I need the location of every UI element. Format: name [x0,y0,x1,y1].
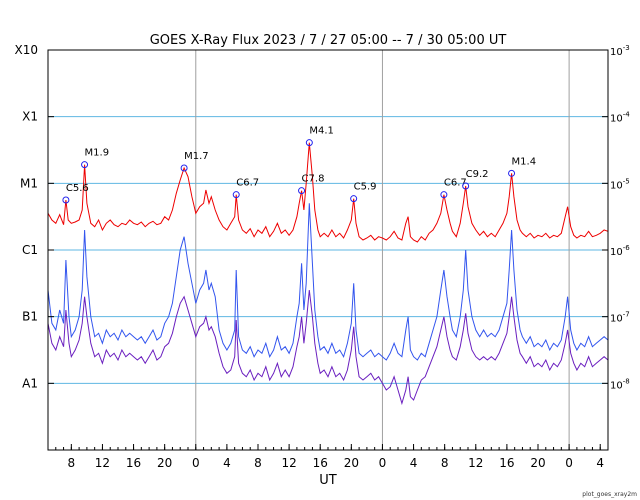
series-line [47,142,609,243]
y-tick-label-right: 10-4 [610,111,630,125]
flare-label: C5.6 [66,183,89,194]
flare-marker [305,139,313,147]
y-axis-left: A1 B1 C1 M1 X1 X10 [15,43,54,390]
y-tick-label-left: X1 [22,110,38,124]
flare-marker [180,164,188,172]
x-tick-label: 4 [410,456,418,470]
gridlines [48,50,608,450]
y-tick-label-right: 10-6 [610,244,630,258]
x-tick-label: 8 [441,456,449,470]
x-tick-label: 8 [254,456,262,470]
series-line [47,289,609,406]
x-tick-label: 12 [468,456,483,470]
flare-label: C6.7 [236,178,259,189]
footer-label: plot_goes_xray2m [582,491,637,498]
y-tick-label-left: C1 [22,243,38,257]
x-tick-label: 12 [95,456,110,470]
flare-marker [62,196,70,204]
flare-marker [232,191,240,199]
y-tick-label-left: M1 [20,176,38,190]
flare-label: M1.7 [184,151,209,162]
x-axis-label: UT [319,473,337,488]
flare-label: C7.8 [302,174,325,185]
y-axis-right: 10-8 10-7 10-6 10-5 10-4 10-3 [602,44,630,391]
x-tick-label: 8 [68,456,76,470]
flare-marker [508,169,516,177]
y-tick-label-left: X10 [15,43,39,57]
x-tick-label: 16 [499,456,514,470]
flare-label: C6.7 [444,178,467,189]
y-tick-label-right: 10-5 [610,177,630,191]
x-tick-label: 16 [313,456,328,470]
flare-marker [462,182,470,190]
x-tick-label: 20 [530,456,545,470]
chart-title: GOES X-Ray Flux 2023 / 7 / 27 05:00 -- 7… [150,33,507,48]
flare-label: C9.2 [466,169,489,180]
x-axis: 8 12 16 20 0 4 8 12 16 20 0 4 8 12 16 20 0 4 [55,444,604,470]
flare-marker [350,195,358,203]
flare-marker [440,191,448,199]
flare-marker [81,161,89,169]
x-tick-label: 0 [565,456,573,470]
flare-label: M4.1 [309,126,334,137]
x-tick-label: 4 [596,456,604,470]
x-tick-label: 20 [344,456,359,470]
y-tick-label-left: A1 [22,376,38,390]
x-tick-label: 20 [157,456,172,470]
series-lines [47,142,609,406]
y-tick-label-right: 10-8 [610,377,630,391]
x-tick-label: 16 [126,456,141,470]
x-tick-label: 0 [379,456,387,470]
flare-label: M1.9 [85,148,110,159]
series-line [47,203,609,361]
x-tick-label: 12 [281,456,296,470]
flare-marker [298,187,306,195]
flare-label: C5.9 [354,182,377,193]
y-tick-label-right: 10-7 [610,311,630,325]
flare-markers: C5.6M1.9 M1.7C6.7 C7.8M4.1C5.9 C6.7C9.2M1.4 [62,126,537,204]
flare-label: M1.4 [512,156,537,167]
y-tick-label-left: B1 [22,310,38,324]
y-tick-label-right: 10-3 [610,44,630,58]
x-tick-label: 4 [223,456,231,470]
x-tick-label: 0 [192,456,200,470]
